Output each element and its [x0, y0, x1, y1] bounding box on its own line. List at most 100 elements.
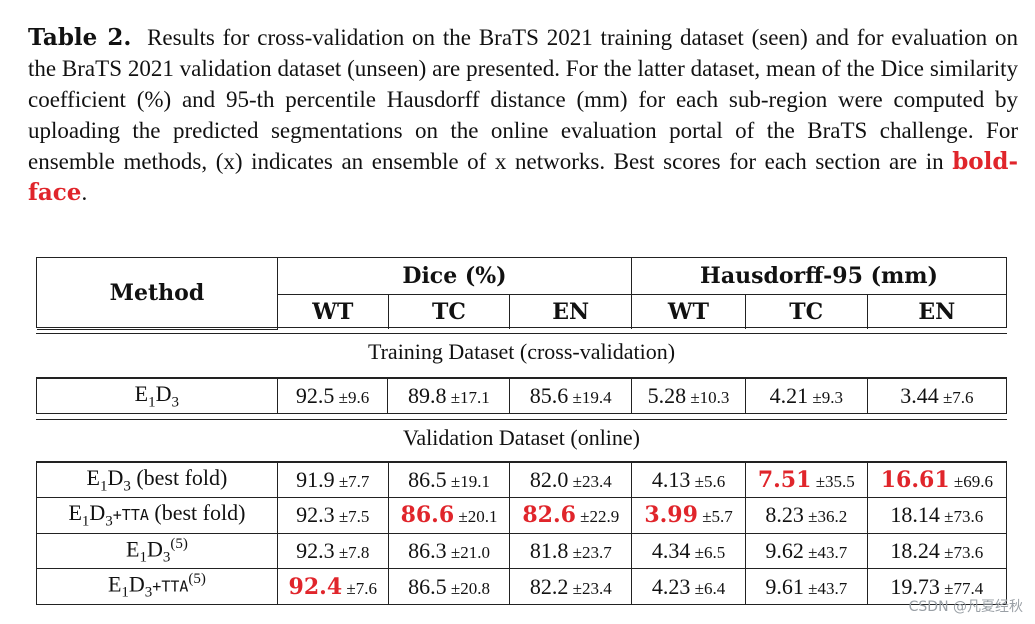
mean-value: 92.3 — [296, 502, 335, 528]
col-header: WT — [277, 293, 389, 329]
value-cell: 4.21 ±9.3 — [744, 378, 868, 413]
mean-value: 3.99 — [644, 502, 698, 529]
value-cell: 4.13 ±5.6 — [631, 461, 746, 499]
method-cell: E1D3 (best fold) — [37, 461, 278, 499]
value-cell: 85.6 ±19.4 — [509, 378, 633, 413]
rule — [36, 333, 1007, 334]
mean-value: 82.2 — [529, 573, 569, 599]
method-header: Method — [37, 258, 278, 330]
std-value: ±43.7 — [803, 578, 848, 598]
value-cell: 5.28 ±10.3 — [631, 378, 746, 413]
mean-value: 19.73 — [890, 573, 940, 599]
std-value: ±69.6 — [949, 472, 993, 492]
std-value: ±35.5 — [811, 472, 855, 492]
value-cell: 9.62 ±43.7 — [744, 532, 868, 570]
table-row: E1D3+TTA(5) 92.4 ±7.6 86.5 ±20.8 82.2 ±23.4… — [37, 568, 1006, 604]
std-value: ±7.8 — [334, 543, 370, 562]
std-value: ±5.6 — [690, 472, 726, 492]
std-value: ±7.7 — [334, 472, 370, 492]
std-value: ±21.0 — [446, 543, 490, 562]
rule — [36, 419, 1007, 420]
method-cell: E1D3(5) — [37, 532, 278, 570]
mean-value: 9.62 — [765, 538, 804, 563]
value-cell: 92.3 ±7.5 — [276, 497, 389, 534]
watermark: CSDN @凡夏经秋 — [908, 599, 1023, 615]
value-cell: 86.6 ±20.1 — [387, 497, 511, 534]
std-value: ±19.1 — [446, 472, 490, 492]
mean-value: 8.23 — [765, 502, 804, 528]
training-table: E1D3 92.5 ±9.6 89.8 ±17.1 85.6 ±19.4 5.28 ±1… — [36, 377, 1007, 414]
value-cell: 4.23 ±6.4 — [631, 568, 746, 604]
mean-value: 86.5 — [408, 467, 447, 493]
std-value: ±23.7 — [568, 543, 612, 562]
std-value: ±23.4 — [568, 578, 612, 598]
value-cell: 19.73 ±77.4 — [866, 568, 1006, 604]
value-cell: 92.4 ±7.6 — [276, 568, 389, 604]
std-value: ±73.6 — [939, 543, 984, 562]
mean-value: 82.0 — [529, 467, 569, 493]
method-cell: E1D3+TTA(5) — [37, 568, 278, 604]
std-value: ±10.3 — [686, 388, 730, 407]
std-value: ±20.1 — [454, 507, 498, 527]
mean-value: 89.8 — [407, 383, 447, 408]
mean-value: 92.4 — [288, 573, 343, 600]
std-value: ±77.4 — [939, 578, 984, 598]
col-header: EN — [866, 293, 1006, 329]
mean-value: 82.6 — [522, 502, 576, 529]
std-value: ±6.4 — [690, 578, 726, 598]
col-header: TC — [744, 293, 868, 329]
std-value: ±43.7 — [803, 543, 848, 562]
mean-value: 3.44 — [900, 383, 939, 408]
std-value: ±22.9 — [575, 507, 620, 527]
std-value: ±7.6 — [938, 388, 974, 407]
std-value: ±17.1 — [446, 388, 490, 407]
mean-value: 4.23 — [651, 573, 691, 599]
value-cell: 89.8 ±17.1 — [387, 378, 511, 413]
std-value: ±20.8 — [446, 578, 490, 598]
method-cell: E1D3+TTA (best fold) — [37, 497, 278, 534]
std-value: ±23.4 — [568, 472, 612, 492]
table-row: E1D3 (best fold) 91.9 ±7.7 86.5 ±19.1 82.0 … — [37, 461, 1006, 499]
std-value: ±7.6 — [342, 578, 377, 598]
table-row: E1D3+TTA (best fold) 92.3 ±7.5 86.6 ±20.1 8… — [37, 497, 1006, 534]
mean-value: 18.14 — [890, 502, 940, 528]
std-value: ±6.5 — [690, 543, 726, 562]
std-value: ±19.4 — [568, 388, 612, 407]
std-value: ±73.6 — [939, 507, 984, 527]
mean-value: 81.8 — [529, 538, 569, 563]
std-value: ±5.7 — [697, 507, 733, 527]
dice-header: Dice (%) — [276, 258, 633, 295]
mean-value: 86.6 — [400, 502, 455, 529]
mean-value: 4.21 — [769, 383, 809, 408]
table-caption: Table 2. Results for cross-validation on… — [28, 22, 1018, 208]
value-cell: 16.61 ±69.6 — [866, 461, 1006, 499]
table-header: Method Dice (%) Hausdorff-95 (mm) WT TC … — [36, 257, 1007, 330]
validation-table: E1D3 (best fold) 91.9 ±7.7 86.5 ±19.1 82.0 … — [36, 461, 1007, 605]
caption-label: Table 2. — [28, 24, 132, 51]
std-value: ±9.3 — [808, 388, 843, 407]
mean-value: 92.3 — [296, 538, 335, 563]
mean-value: 85.6 — [529, 383, 569, 408]
mean-value: 18.24 — [890, 538, 940, 563]
validation-section-title: Validation Dataset (online) — [402, 425, 641, 450]
value-cell: 18.24 ±73.6 — [866, 532, 1006, 570]
mean-value: 9.61 — [765, 573, 804, 599]
std-value: ±9.6 — [334, 388, 370, 407]
value-cell: 82.6 ±22.9 — [509, 497, 633, 534]
mean-value: 86.5 — [408, 573, 447, 599]
value-cell: 92.5 ±9.6 — [276, 378, 389, 413]
mean-value: 92.5 — [295, 383, 335, 408]
value-cell: 9.61 ±43.7 — [744, 568, 868, 604]
caption-text: Results for cross-validation on the BraT… — [28, 25, 1019, 174]
value-cell: 18.14 ±73.6 — [866, 497, 1006, 534]
caption-bold-face: bold-face — [28, 148, 1018, 206]
value-cell: 7.51 ±35.5 — [744, 461, 868, 499]
mean-value: 7.51 — [757, 467, 812, 494]
value-cell: 86.3 ±21.0 — [387, 532, 511, 570]
std-value: ±36.2 — [803, 507, 848, 527]
hausdorff-header: Hausdorff-95 (mm) — [631, 258, 1006, 295]
value-cell: 86.5 ±19.1 — [387, 461, 511, 499]
mean-value: 4.34 — [651, 538, 691, 563]
std-value: ±7.5 — [334, 507, 370, 527]
mean-value: 91.9 — [296, 467, 335, 493]
